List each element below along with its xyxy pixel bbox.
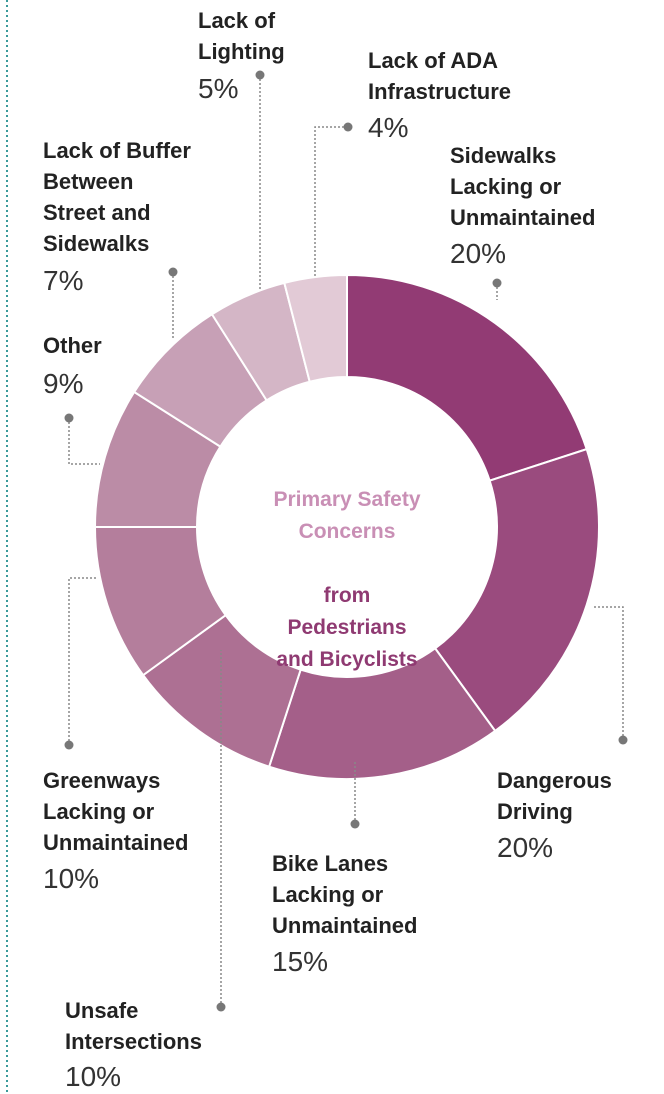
slice-label: Lack of Lighting	[198, 8, 285, 64]
leader-dot	[216, 1002, 226, 1012]
center-title: Primary Safety Concerns from Pedestrians…	[222, 452, 472, 708]
slice-label: Dangerous Driving	[497, 768, 612, 824]
leader-dot	[343, 122, 353, 132]
slice-label: Lack of ADA Infrastructure	[368, 48, 512, 104]
leader-line	[68, 577, 97, 745]
slice-value-label: 20%	[497, 832, 554, 863]
slice-value-label: 5%	[198, 73, 239, 104]
leader-line	[592, 606, 624, 740]
slice-value-label: 15%	[272, 946, 329, 977]
slice-value-label: 10%	[43, 863, 100, 894]
slice-label: Unsafe Intersections	[65, 998, 202, 1054]
slice-label: Other	[43, 333, 102, 358]
leader-dot	[168, 267, 178, 277]
slice-value-label: 20%	[450, 238, 507, 269]
leader-dot	[618, 735, 628, 745]
slice-value-label: 7%	[43, 265, 84, 296]
subtitle: from Pedestrians and Bicyclists	[276, 584, 418, 671]
slice-label: Sidewalks Lacking or Unmaintained	[450, 143, 596, 230]
leader-dot	[64, 740, 74, 750]
leader-dot	[64, 413, 74, 423]
donut-slice	[346, 273, 588, 482]
slice-label: Greenways Lacking or Unmaintained	[43, 768, 189, 855]
leader-dot	[492, 278, 502, 288]
leader-line	[314, 126, 348, 278]
slice-value-label: 4%	[368, 112, 409, 143]
leader-line	[68, 418, 100, 465]
slice-label: Lack of Buffer Between Street and Sidewa…	[43, 138, 191, 256]
leader-dot	[350, 819, 360, 829]
donut-slice	[433, 447, 600, 733]
slice-value-label: 9%	[43, 368, 84, 399]
slice-label: Bike Lanes Lacking or Unmaintained	[272, 851, 418, 938]
donut-slice	[283, 273, 348, 383]
title: Primary Safety Concerns	[273, 488, 421, 543]
leader-dot	[255, 70, 265, 80]
slice-value-label: 10%	[65, 1061, 122, 1092]
